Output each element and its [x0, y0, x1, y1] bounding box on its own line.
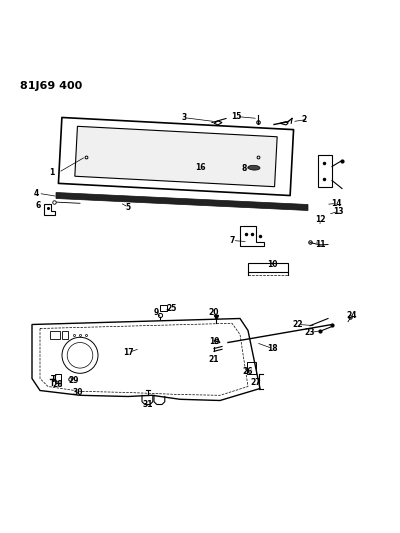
Text: 17: 17 [123, 348, 133, 357]
Text: 26: 26 [243, 367, 253, 376]
Text: 24: 24 [347, 311, 357, 320]
Text: 23: 23 [305, 328, 315, 337]
Bar [160, 305, 167, 311]
Text: 14: 14 [331, 199, 341, 208]
Text: 20: 20 [209, 308, 219, 317]
Bar [247, 362, 256, 374]
Text: 9: 9 [153, 308, 159, 317]
Text: 30: 30 [73, 388, 83, 397]
Text: 28: 28 [53, 380, 63, 389]
Text: 29: 29 [69, 376, 79, 385]
Text: 3: 3 [181, 113, 187, 122]
Text: 81J69 400: 81J69 400 [20, 80, 82, 91]
Text: 15: 15 [231, 112, 241, 121]
Text: 31: 31 [143, 400, 153, 409]
Polygon shape [56, 192, 308, 211]
Text: T: T [50, 375, 56, 384]
Polygon shape [75, 126, 277, 187]
Text: 25: 25 [167, 304, 177, 313]
Bar [50, 332, 60, 338]
Ellipse shape [248, 165, 260, 170]
Text: 19: 19 [209, 337, 219, 346]
Text: 2: 2 [301, 115, 307, 124]
Text: 12: 12 [315, 215, 325, 224]
Text: 21: 21 [209, 355, 219, 364]
Bar [55, 374, 61, 383]
Text: 6: 6 [35, 201, 41, 210]
Text: 22: 22 [293, 320, 303, 329]
Text: 5: 5 [126, 203, 130, 212]
Text: 18: 18 [267, 344, 277, 353]
Text: 16: 16 [195, 163, 205, 172]
Text: 7: 7 [229, 236, 235, 245]
Text: 13: 13 [333, 207, 343, 216]
Text: 4: 4 [33, 189, 39, 198]
Text: 1: 1 [49, 168, 55, 177]
Text: 11: 11 [315, 240, 325, 248]
Bar [62, 332, 68, 338]
Text: 8: 8 [241, 164, 247, 173]
Text: 27: 27 [251, 378, 261, 387]
Text: 10: 10 [267, 260, 277, 269]
